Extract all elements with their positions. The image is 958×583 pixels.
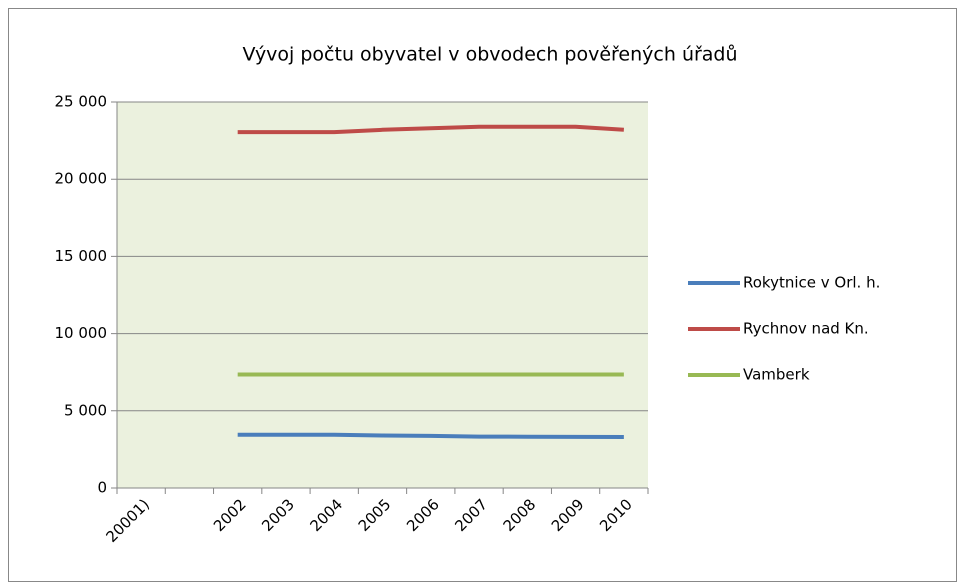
- plot-area: [117, 102, 648, 488]
- y-tick-label: 25 000: [55, 93, 108, 111]
- series-line: [237, 124, 624, 135]
- series-line: [237, 432, 624, 440]
- y-tick-label: 0: [97, 479, 107, 497]
- chart-title: Vývoj počtu obyvatel v obvodech pověřený…: [242, 44, 737, 66]
- legend-label: Rychnov nad Kn.: [743, 320, 869, 338]
- legend-label: Vamberk: [743, 366, 810, 384]
- y-tick-label: 20 000: [55, 170, 108, 188]
- y-tick-label: 15 000: [55, 247, 108, 265]
- y-tick-label: 5 000: [64, 401, 107, 419]
- legend-label: Rokytnice v Orl. h.: [743, 274, 880, 292]
- y-tick-label: 10 000: [55, 324, 108, 342]
